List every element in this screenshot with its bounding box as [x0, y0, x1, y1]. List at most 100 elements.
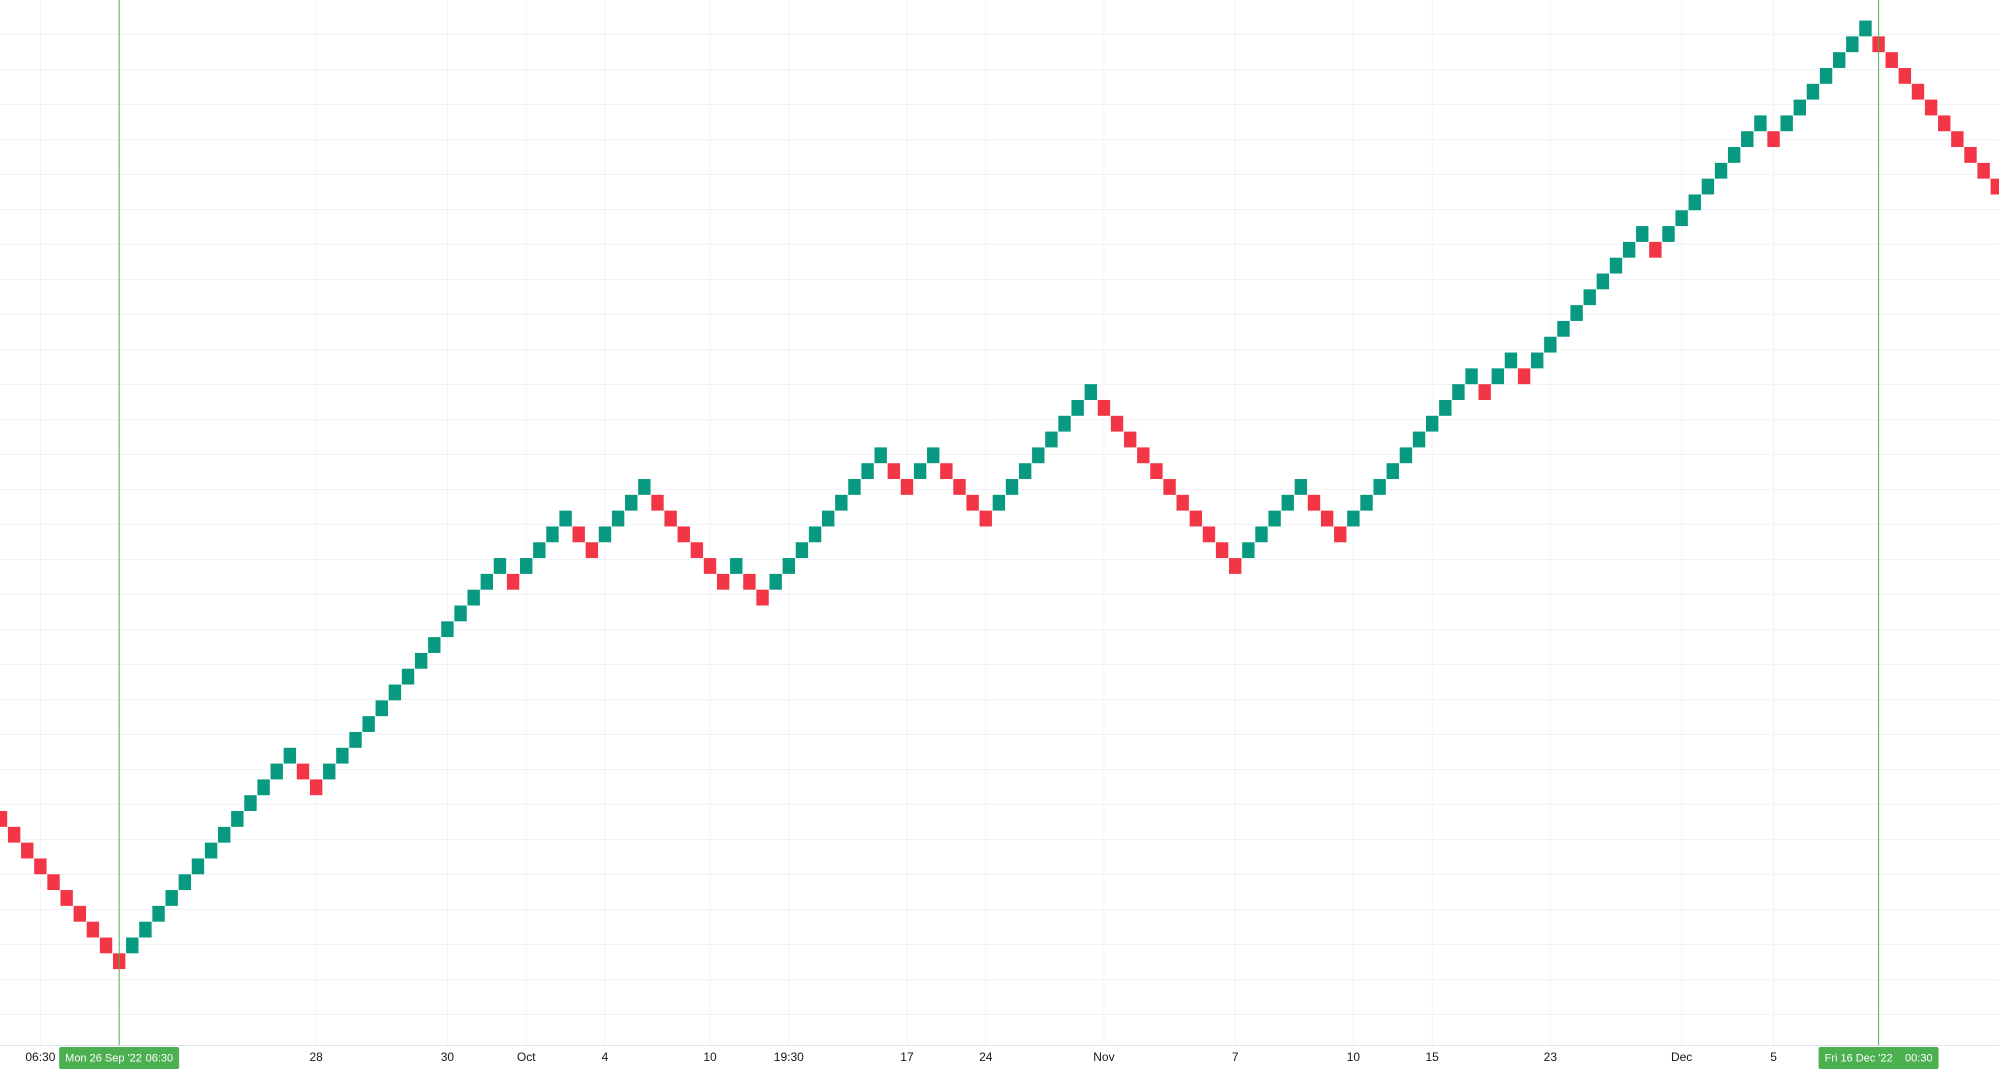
brick — [204, 842, 218, 859]
brick — [1425, 415, 1439, 432]
brick — [546, 526, 559, 543]
brick — [1320, 510, 1334, 527]
x-tick-label: 10 — [703, 1050, 717, 1064]
brick — [1701, 178, 1715, 195]
brick — [1898, 67, 1912, 84]
brick — [1662, 226, 1675, 242]
brick — [323, 763, 336, 780]
brick — [533, 542, 546, 559]
brick — [1911, 83, 1925, 100]
brick — [21, 842, 34, 859]
brick — [480, 573, 494, 590]
brick — [559, 510, 572, 527]
x-tick-label: 23 — [1544, 1050, 1558, 1064]
x-tick-label: 17 — [900, 1050, 914, 1064]
brick — [966, 494, 979, 511]
brick — [388, 684, 402, 701]
brick — [86, 921, 100, 938]
brick — [585, 542, 599, 559]
brick — [99, 937, 113, 954]
brick — [1255, 526, 1268, 543]
brick — [625, 494, 638, 511]
brick — [1636, 226, 1649, 242]
brick — [795, 542, 809, 559]
brick — [1110, 415, 1124, 432]
brick — [349, 731, 362, 748]
brick — [0, 811, 8, 827]
brick — [1071, 399, 1084, 416]
bricks — [0, 20, 1999, 970]
brick — [598, 526, 612, 543]
brick — [1570, 305, 1583, 321]
brick — [913, 463, 927, 480]
x-tick-label: Dec — [1671, 1050, 1692, 1064]
brick — [60, 890, 73, 906]
brick — [1951, 131, 1964, 148]
brick — [1688, 194, 1701, 211]
brick — [861, 463, 874, 480]
brick — [848, 479, 861, 495]
brick — [309, 779, 323, 796]
brick — [362, 716, 375, 732]
brick — [1334, 526, 1347, 543]
brick — [506, 573, 520, 590]
brick — [1281, 494, 1294, 511]
brick — [1229, 558, 1242, 574]
brick — [1806, 83, 1820, 100]
brick — [1005, 479, 1019, 495]
brick — [1163, 479, 1176, 495]
brick — [940, 463, 953, 480]
x-tick-label: Oct — [517, 1050, 536, 1064]
brick — [1714, 162, 1728, 179]
brick — [257, 779, 270, 796]
x-tick-label: Nov — [1093, 1050, 1114, 1064]
crosshair-label-box — [59, 1047, 180, 1069]
brick — [1622, 241, 1636, 258]
brick — [1754, 115, 1767, 132]
x-tick-label: 28 — [309, 1050, 323, 1064]
brick — [1833, 52, 1846, 68]
brick — [191, 858, 205, 875]
brick — [1084, 384, 1097, 400]
brick — [743, 573, 756, 590]
brick — [520, 558, 533, 574]
brick — [1189, 510, 1203, 527]
brick — [270, 763, 283, 780]
brick — [1885, 52, 1898, 68]
brick — [1360, 494, 1373, 511]
brick — [1045, 431, 1058, 448]
brick — [1793, 99, 1807, 116]
crosshair-time: 00:30 — [1905, 1052, 1933, 1064]
x-tick-label: 06:30 — [25, 1050, 55, 1064]
brick — [1386, 463, 1399, 480]
brick — [1294, 479, 1308, 495]
x-tick-label: 10 — [1347, 1050, 1361, 1064]
brick — [1504, 352, 1518, 369]
brick — [651, 494, 664, 511]
brick — [979, 510, 992, 527]
brick — [1609, 257, 1623, 274]
brick — [428, 637, 441, 653]
brick — [716, 573, 730, 590]
brick — [690, 542, 704, 559]
brick — [73, 905, 86, 922]
brick — [1596, 273, 1610, 290]
brick — [1202, 526, 1216, 543]
brick — [677, 526, 690, 543]
brick — [126, 937, 139, 954]
brick — [375, 700, 388, 717]
crosshair-date: Fri 16 Dec '22 — [1825, 1052, 1893, 1064]
brick — [1780, 115, 1793, 132]
brick — [1583, 289, 1596, 306]
crosshair-label-box — [1818, 1047, 1939, 1069]
brick — [1373, 479, 1386, 495]
brick — [296, 763, 310, 780]
brick — [47, 874, 60, 891]
brick — [1977, 162, 1990, 179]
brick — [1137, 447, 1150, 464]
brick — [1846, 36, 1859, 53]
brick — [782, 558, 795, 574]
brick — [1819, 67, 1833, 84]
